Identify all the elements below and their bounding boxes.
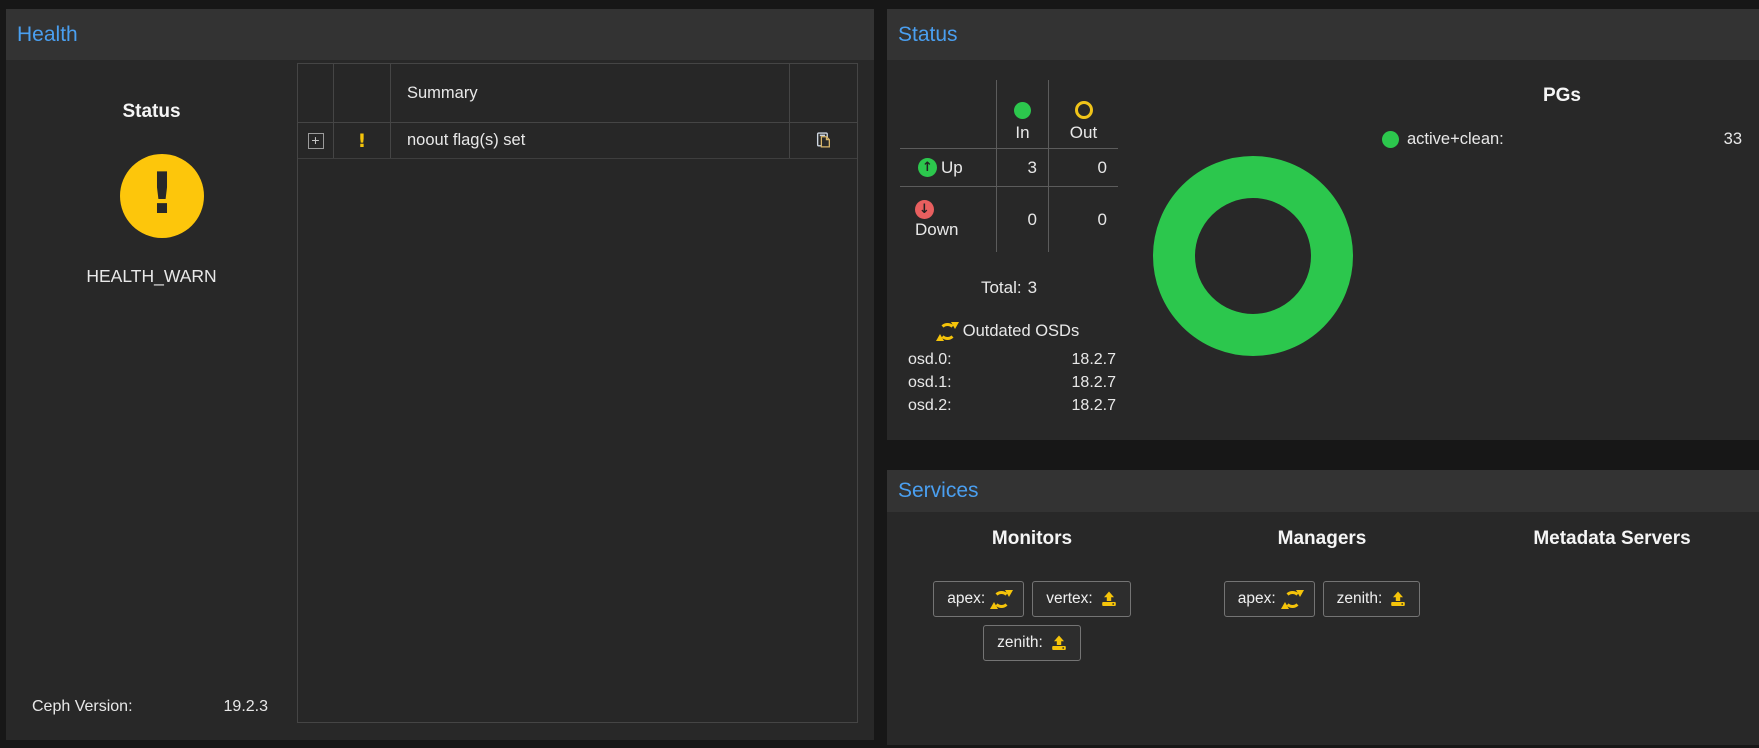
monitor-vertex-button[interactable]: vertex: — [1032, 581, 1131, 617]
out-column-label: Out — [1069, 123, 1098, 142]
osd-name: osd.2: — [908, 396, 952, 414]
services-panel-title: Services — [898, 479, 979, 502]
down-out-count: 0 — [1048, 187, 1118, 252]
active-clean-dot-icon — [1382, 131, 1399, 148]
status-panel-title: Status — [898, 22, 958, 46]
manager-zenith-button[interactable]: zenith: — [1322, 581, 1421, 617]
actions-cell[interactable] — [789, 123, 857, 158]
grid-corner-cell — [900, 80, 996, 149]
warning-circle-icon — [120, 154, 204, 238]
status-panel: Status In Out Up 3 0 — [887, 9, 1759, 440]
health-status-block: Status HEALTH_WARN Ceph Version: 19.2.3 — [6, 60, 297, 740]
osd-name: osd.0: — [908, 350, 952, 368]
managers-group: Managers apex: zenith: — [1177, 528, 1467, 748]
sync-icon — [990, 589, 1014, 609]
pgs-block: PGs active+clean: 33 — [1382, 85, 1742, 149]
ceph-version-value: 19.2.3 — [223, 698, 268, 715]
upload-icon — [1101, 591, 1117, 607]
monitors-buttons: apex: vertex: — [906, 581, 1158, 661]
pgs-donut-chart — [1153, 156, 1353, 356]
service-name: vertex: — [1046, 590, 1093, 607]
expand-cell[interactable] — [298, 123, 333, 158]
sync-icon — [1280, 589, 1304, 609]
table-header-row: Summary — [298, 64, 857, 123]
upload-icon — [1390, 591, 1406, 607]
health-panel-body: Status HEALTH_WARN Ceph Version: 19.2.3 … — [6, 60, 874, 740]
status-panel-body: In Out Up 3 0 Down 0 0 — [887, 60, 1759, 440]
outdated-osds-label: Outdated OSDs — [962, 322, 1080, 340]
osd-version: 18.2.7 — [1071, 373, 1116, 391]
pgs-legend-row: active+clean: 33 — [1382, 130, 1742, 149]
services-panel-header: Services — [887, 470, 1759, 512]
down-row-label: Down — [900, 187, 996, 252]
monitors-group: Monitors apex: vertex: — [887, 528, 1177, 748]
osd-total-value: 3 — [1027, 278, 1038, 297]
down-circle-icon — [915, 199, 934, 219]
in-column-label: In — [1015, 123, 1030, 142]
services-panel: Services Monitors apex: vertex: — [887, 470, 1759, 745]
pgs-legend-label: active+clean: — [1407, 130, 1504, 148]
osd-version: 18.2.7 — [1071, 396, 1116, 414]
outdated-osds-heading: Outdated OSDs — [900, 322, 1118, 341]
outdated-osd-row: osd.0: 18.2.7 — [900, 348, 1118, 371]
out-yellow-ring-icon — [1074, 101, 1093, 119]
outdated-osd-row: osd.2: 18.2.7 — [900, 394, 1118, 417]
monitor-apex-button[interactable]: apex: — [933, 581, 1025, 617]
metadata-servers-heading: Metadata Servers — [1533, 528, 1691, 549]
up-row-label: Up — [900, 149, 996, 187]
down-label: Down — [915, 219, 959, 239]
severity-cell — [333, 123, 390, 158]
service-name: zenith: — [1336, 590, 1383, 607]
health-panel: Health Status HEALTH_WARN Ceph Version: … — [6, 9, 874, 740]
actions-column-header — [789, 64, 857, 122]
expand-column-header — [298, 64, 333, 122]
table-row[interactable]: noout flag(s) set — [298, 123, 857, 159]
outdated-osd-row: osd.1: 18.2.7 — [900, 371, 1118, 394]
osd-total-line: Total: 3 — [900, 278, 1118, 298]
down-in-count: 0 — [996, 187, 1048, 252]
pgs-heading: PGs — [1542, 85, 1582, 106]
up-out-count: 0 — [1048, 149, 1118, 187]
summary-column-header: Summary — [390, 64, 789, 122]
up-circle-icon — [918, 158, 937, 177]
health-status-heading: Status — [122, 101, 181, 122]
service-name: apex: — [947, 590, 986, 607]
health-panel-header: Health — [6, 9, 874, 60]
up-in-count: 3 — [996, 149, 1048, 187]
monitor-zenith-button[interactable]: zenith: — [983, 625, 1081, 661]
monitors-heading: Monitors — [991, 528, 1073, 549]
health-panel-title: Health — [17, 22, 78, 46]
service-name: zenith: — [997, 634, 1043, 651]
summary-cell: noout flag(s) set — [390, 123, 789, 158]
ceph-version-row: Ceph Version: 19.2.3 — [32, 698, 268, 716]
out-column-header: Out — [1048, 80, 1118, 149]
warning-exclamation-icon — [358, 130, 367, 152]
copy-to-clipboard-icon[interactable] — [815, 132, 832, 149]
status-panel-header: Status — [887, 9, 1759, 60]
in-column-header: In — [996, 80, 1048, 149]
upload-icon — [1051, 635, 1067, 651]
services-panel-body: Monitors apex: vertex: — [887, 512, 1759, 748]
health-summary-table: Summary noout flag(s) set — [297, 63, 858, 723]
metadata-servers-group: Metadata Servers — [1467, 528, 1757, 748]
osd-updown-grid: In Out Up 3 0 Down 0 0 — [900, 80, 1118, 252]
service-name: apex: — [1237, 590, 1276, 607]
expand-plus-icon[interactable] — [307, 132, 324, 149]
pgs-legend-value: 33 — [1723, 130, 1742, 148]
osd-total-label: Total: — [980, 278, 1022, 297]
managers-heading: Managers — [1277, 528, 1367, 549]
in-green-dot-icon — [1014, 102, 1031, 119]
sync-icon — [935, 322, 959, 341]
managers-buttons: apex: zenith: — [1223, 581, 1421, 617]
outdated-osds-block: Outdated OSDs osd.0: 18.2.7 osd.1: 18.2.… — [900, 322, 1118, 417]
manager-apex-button[interactable]: apex: — [1223, 581, 1315, 617]
osd-version: 18.2.7 — [1071, 350, 1116, 368]
up-label: Up — [941, 157, 963, 177]
severity-column-header — [333, 64, 390, 122]
health-status-value: HEALTH_WARN — [86, 266, 217, 286]
ceph-version-label: Ceph Version: — [32, 698, 133, 715]
osd-name: osd.1: — [908, 373, 952, 391]
